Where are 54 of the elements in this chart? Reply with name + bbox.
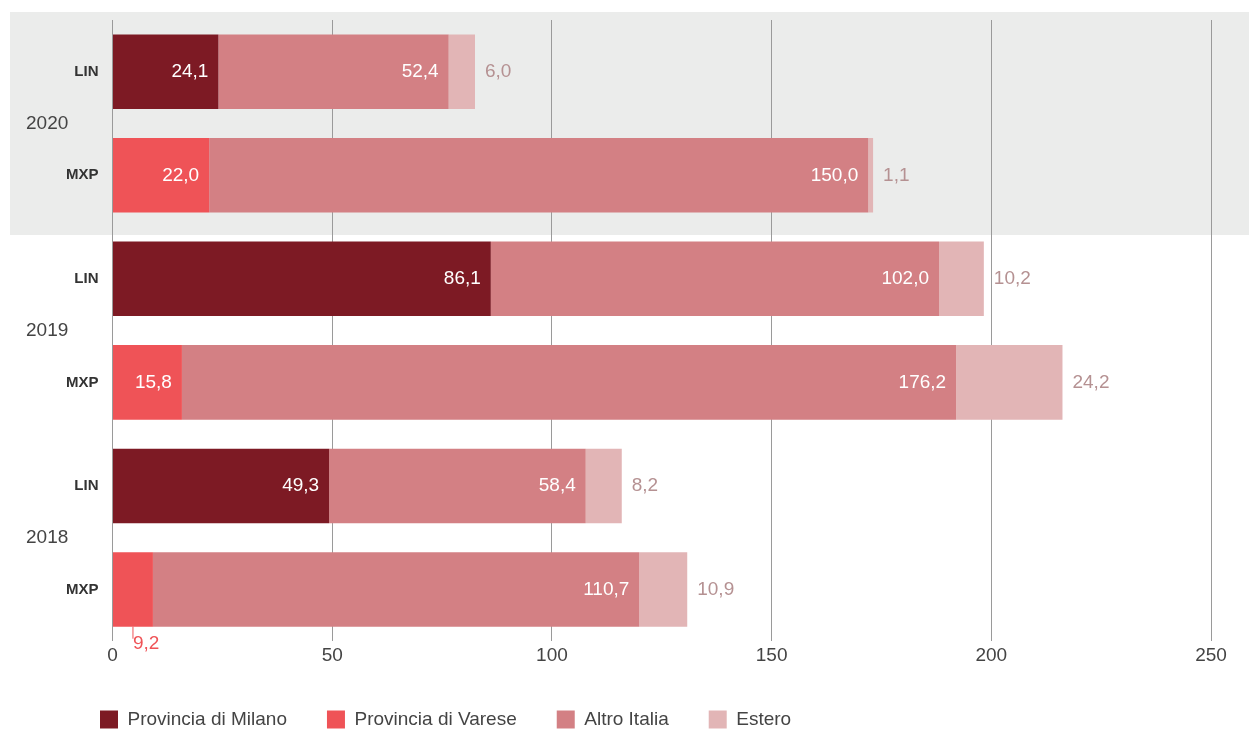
- bar: [218, 34, 449, 110]
- bar: [209, 138, 869, 213]
- x-tick-label: 200: [975, 643, 1008, 665]
- bar: [113, 34, 219, 110]
- data-label: 58,4: [538, 474, 577, 496]
- text: 2018: [26, 525, 69, 547]
- bar: [113, 241, 491, 317]
- bar: [490, 241, 940, 317]
- x-tick-label: 250: [1195, 643, 1227, 665]
- data-label: 15,8: [134, 370, 172, 392]
- x-tick-label: 100: [536, 643, 568, 665]
- data-label: 52,4: [401, 60, 440, 81]
- data-label: 6,0: [485, 60, 512, 81]
- x-tick-label: 150: [755, 643, 788, 665]
- bar: [181, 345, 957, 420]
- legend-label: Estero: [736, 707, 792, 729]
- data-label: 24,2: [1072, 370, 1110, 392]
- y-tick-label: LIN: [74, 61, 99, 79]
- data-label: 86,1: [443, 267, 481, 289]
- bar: [448, 34, 476, 110]
- data-label: 150,0: [810, 163, 859, 185]
- data-label: 102,0: [881, 267, 930, 289]
- text: 2019: [26, 318, 69, 340]
- y-tick-label: LIN: [74, 476, 99, 494]
- text: 2020: [26, 111, 69, 133]
- bar: [956, 345, 1063, 420]
- data-label: 22,0: [162, 163, 200, 185]
- bar: [113, 345, 182, 420]
- legend-label: Provincia di Varese: [354, 707, 517, 729]
- bar: [939, 241, 984, 317]
- bar: [113, 138, 210, 213]
- legend-label: Altro Italia: [584, 707, 670, 729]
- y-tick-label: MXP: [65, 165, 99, 183]
- x-tick-label: 50: [321, 643, 343, 665]
- bar: [585, 448, 622, 524]
- legend-label: Provincia di Milano: [127, 707, 287, 729]
- bar: [152, 552, 640, 627]
- data-label: 110,7: [583, 577, 630, 599]
- data-label: 8,2: [631, 474, 659, 496]
- data-label: 10,9: [697, 577, 735, 599]
- data-label: 1,1: [883, 163, 910, 185]
- bar: [329, 448, 586, 524]
- data-label: 10,2: [993, 267, 1031, 289]
- bar: [639, 552, 688, 627]
- bar: [113, 448, 330, 524]
- data-label: 24,1: [171, 60, 209, 81]
- x-tick-label: 0: [107, 643, 118, 665]
- y-tick-label: LIN: [74, 268, 99, 286]
- data-label: 49,3: [282, 474, 320, 496]
- data-label: 176,2: [898, 370, 947, 392]
- y-tick-label: MXP: [65, 579, 99, 597]
- bar: [868, 138, 874, 213]
- data-label: 9,2: [132, 632, 160, 654]
- y-tick-label: MXP: [65, 372, 99, 390]
